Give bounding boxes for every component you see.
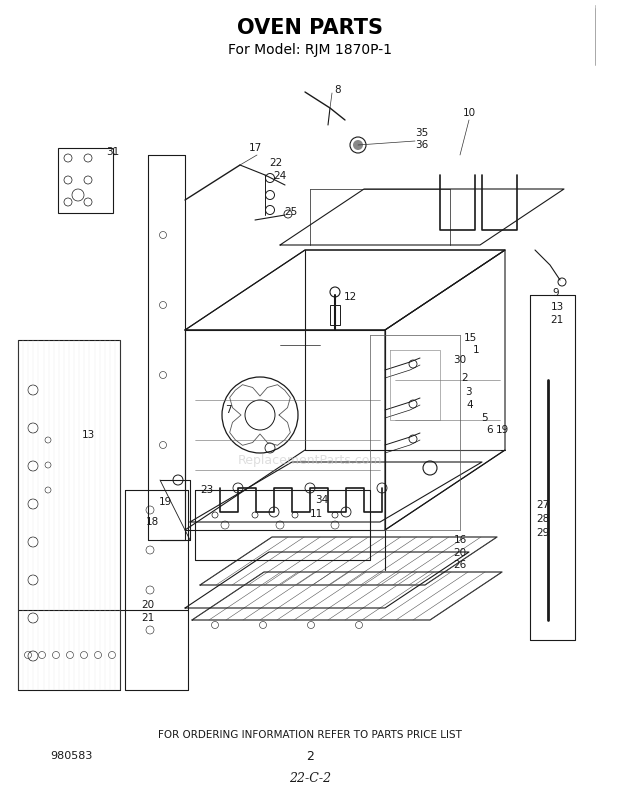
Text: 2: 2 [462, 373, 468, 383]
Text: 35: 35 [415, 128, 428, 138]
Text: 24: 24 [273, 171, 286, 181]
Text: 17: 17 [249, 143, 262, 153]
Text: 15: 15 [463, 333, 477, 343]
Text: 23: 23 [200, 485, 214, 495]
Text: 4: 4 [467, 400, 473, 410]
Text: 26: 26 [453, 560, 467, 570]
Text: 11: 11 [309, 509, 322, 519]
Text: 19: 19 [495, 425, 508, 435]
Text: 27: 27 [536, 500, 549, 510]
Text: 980583: 980583 [50, 751, 92, 761]
Text: 6: 6 [487, 425, 494, 435]
Text: 30: 30 [453, 355, 467, 365]
Text: 20: 20 [453, 548, 467, 558]
Text: 5: 5 [480, 413, 487, 423]
Text: 10: 10 [463, 108, 476, 118]
Text: 12: 12 [343, 292, 356, 302]
Bar [330, 305, 340, 325]
Text: 20: 20 [141, 600, 154, 610]
Text: 8: 8 [335, 85, 342, 95]
Text: 18: 18 [145, 517, 159, 527]
Text: 36: 36 [415, 140, 428, 150]
Text: 2: 2 [306, 750, 314, 763]
Text: 34: 34 [316, 495, 329, 505]
Text: 13: 13 [551, 302, 564, 312]
Text: FOR ORDERING INFORMATION REFER TO PARTS PRICE LIST: FOR ORDERING INFORMATION REFER TO PARTS … [158, 730, 462, 740]
Text: 19: 19 [158, 497, 172, 507]
Text: 7: 7 [224, 405, 231, 415]
Text: ReplacementParts.com: ReplacementParts.com [237, 453, 383, 467]
Text: 29: 29 [536, 528, 549, 538]
Text: 1: 1 [472, 345, 479, 355]
Text: 22: 22 [269, 158, 283, 168]
Circle shape [353, 140, 363, 150]
Text: 21: 21 [141, 613, 154, 623]
Text: 31: 31 [107, 147, 120, 157]
Text: 28: 28 [536, 514, 549, 524]
Bar [58, 148, 113, 213]
Text: 13: 13 [81, 430, 95, 440]
Text: For Model: RJM 1870P-1: For Model: RJM 1870P-1 [228, 43, 392, 57]
Text: 3: 3 [464, 387, 471, 397]
Text: 21: 21 [551, 315, 564, 325]
Text: 25: 25 [285, 207, 298, 217]
Text: 22-C-2: 22-C-2 [289, 771, 331, 785]
Text: 9: 9 [552, 288, 559, 298]
Text: 16: 16 [453, 535, 467, 545]
Text: OVEN PARTS: OVEN PARTS [237, 18, 383, 38]
